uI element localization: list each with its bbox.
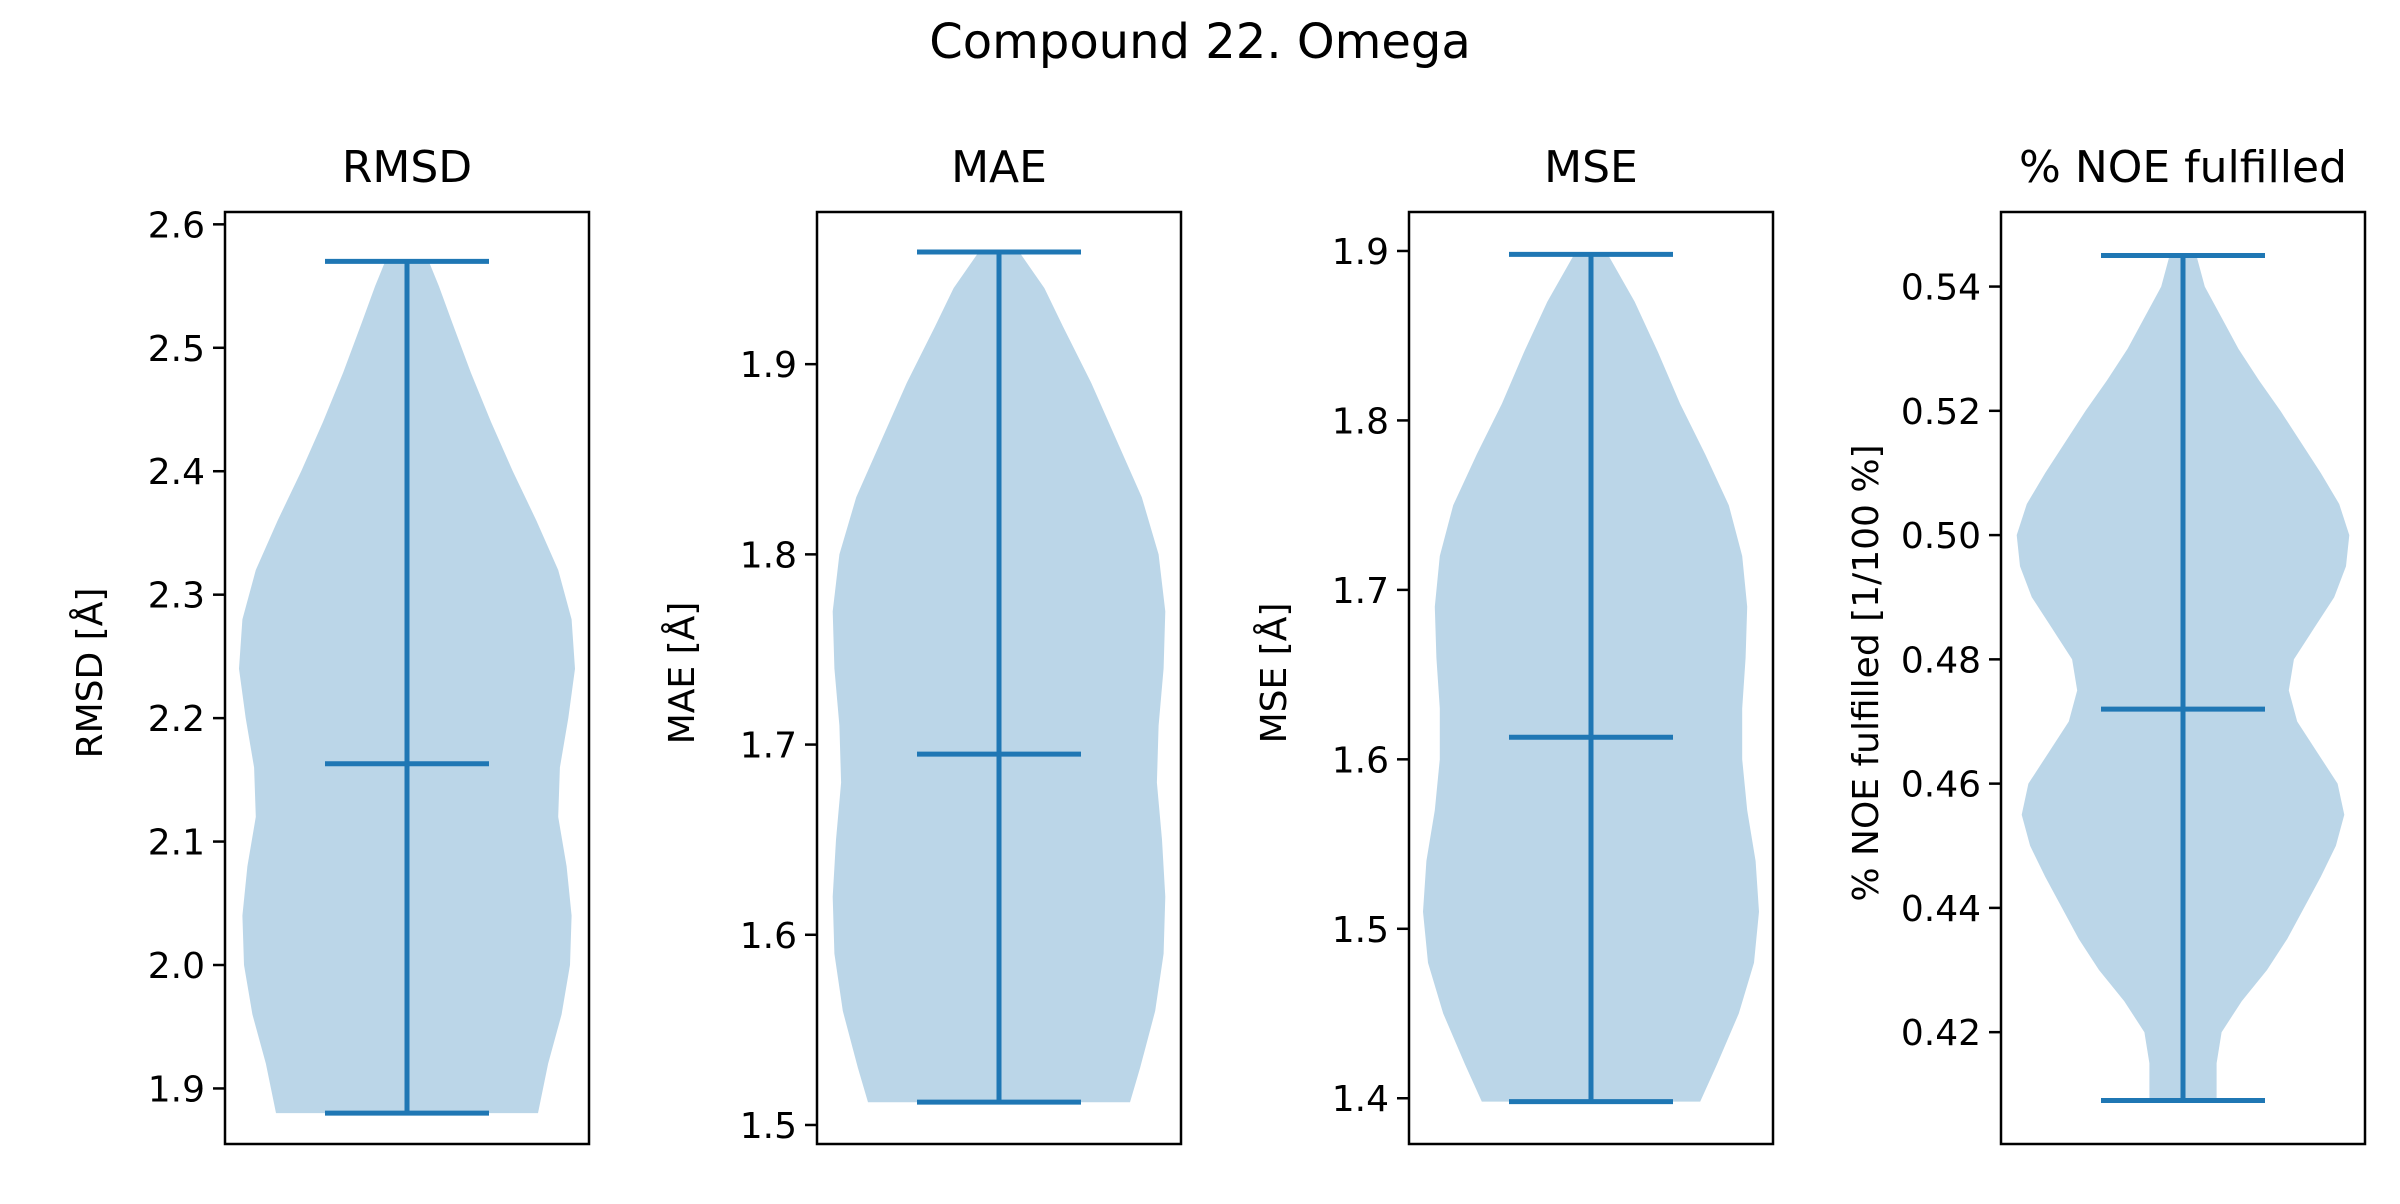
y-tick-label: 2.1 bbox=[148, 823, 205, 864]
panel-4: 0.42 0.44 0.46 0.48 0.50 0.52 0.54 % NOE fulfil… bbox=[1846, 142, 2367, 1146]
y-tick-label: 2.2 bbox=[148, 699, 205, 740]
axes-frame bbox=[815, 210, 1183, 1146]
y-tick-label: 1.9 bbox=[1332, 232, 1389, 273]
y-tick-label: 0.46 bbox=[1901, 765, 1981, 806]
y-axis-label: RMSD [Å] bbox=[68, 588, 111, 759]
panel-title: MAE bbox=[951, 142, 1047, 193]
axes-frame bbox=[223, 210, 591, 1146]
y-tick-label: 1.7 bbox=[740, 726, 797, 767]
y-tick-label: 1.9 bbox=[148, 1069, 205, 1110]
y-tick-label: 1.7 bbox=[1332, 571, 1389, 612]
y-tick-label: 1.5 bbox=[1332, 910, 1389, 951]
panel-1: 1.9 2.0 2.1 2.2 2.3 2.4 2.5 2.6 RMSD RMSD [Å] bbox=[68, 142, 591, 1146]
y-tick-label: 1.8 bbox=[740, 535, 797, 576]
y-tick-label: 0.42 bbox=[1901, 1013, 1981, 1054]
y-tick-label: 0.50 bbox=[1901, 516, 1981, 557]
y-axis-label: MAE [Å] bbox=[660, 602, 703, 745]
y-tick-label: 2.0 bbox=[148, 946, 205, 987]
axes-frame bbox=[1999, 210, 2367, 1146]
y-tick-label: 1.6 bbox=[1332, 740, 1389, 781]
panel-2: 1.5 1.6 1.7 1.8 1.9 MAE MAE [Å] bbox=[660, 142, 1183, 1147]
axes-frame bbox=[1407, 210, 1775, 1146]
y-tick-label: 1.6 bbox=[740, 916, 797, 957]
y-tick-label: 0.48 bbox=[1901, 640, 1981, 681]
y-tick-label: 0.52 bbox=[1901, 392, 1981, 433]
y-axis-label: MSE [Å] bbox=[1252, 603, 1295, 744]
y-tick-label: 2.6 bbox=[148, 205, 205, 246]
y-tick-label: 1.8 bbox=[1332, 401, 1389, 442]
y-tick-label: 2.5 bbox=[148, 329, 205, 370]
y-tick-label: 0.44 bbox=[1901, 889, 1981, 930]
y-tick-label: 2.3 bbox=[148, 576, 205, 617]
y-tick-label: 1.5 bbox=[740, 1106, 797, 1147]
y-axis-label: % NOE fulfilled [1/100 %] bbox=[1846, 444, 1887, 901]
panel-title: % NOE fulfilled bbox=[2019, 142, 2347, 193]
panel-title: MSE bbox=[1544, 142, 1638, 193]
panel-title: RMSD bbox=[342, 142, 472, 193]
y-tick-label: 1.4 bbox=[1332, 1079, 1389, 1120]
y-tick-label: 1.9 bbox=[740, 345, 797, 386]
figure-title: Compound 22. Omega bbox=[929, 14, 1471, 70]
panel-3: 1.4 1.5 1.6 1.7 1.8 1.9 MSE MSE [Å] bbox=[1252, 142, 1775, 1146]
y-tick-label: 0.54 bbox=[1901, 268, 1981, 309]
y-tick-label: 2.4 bbox=[148, 452, 205, 493]
